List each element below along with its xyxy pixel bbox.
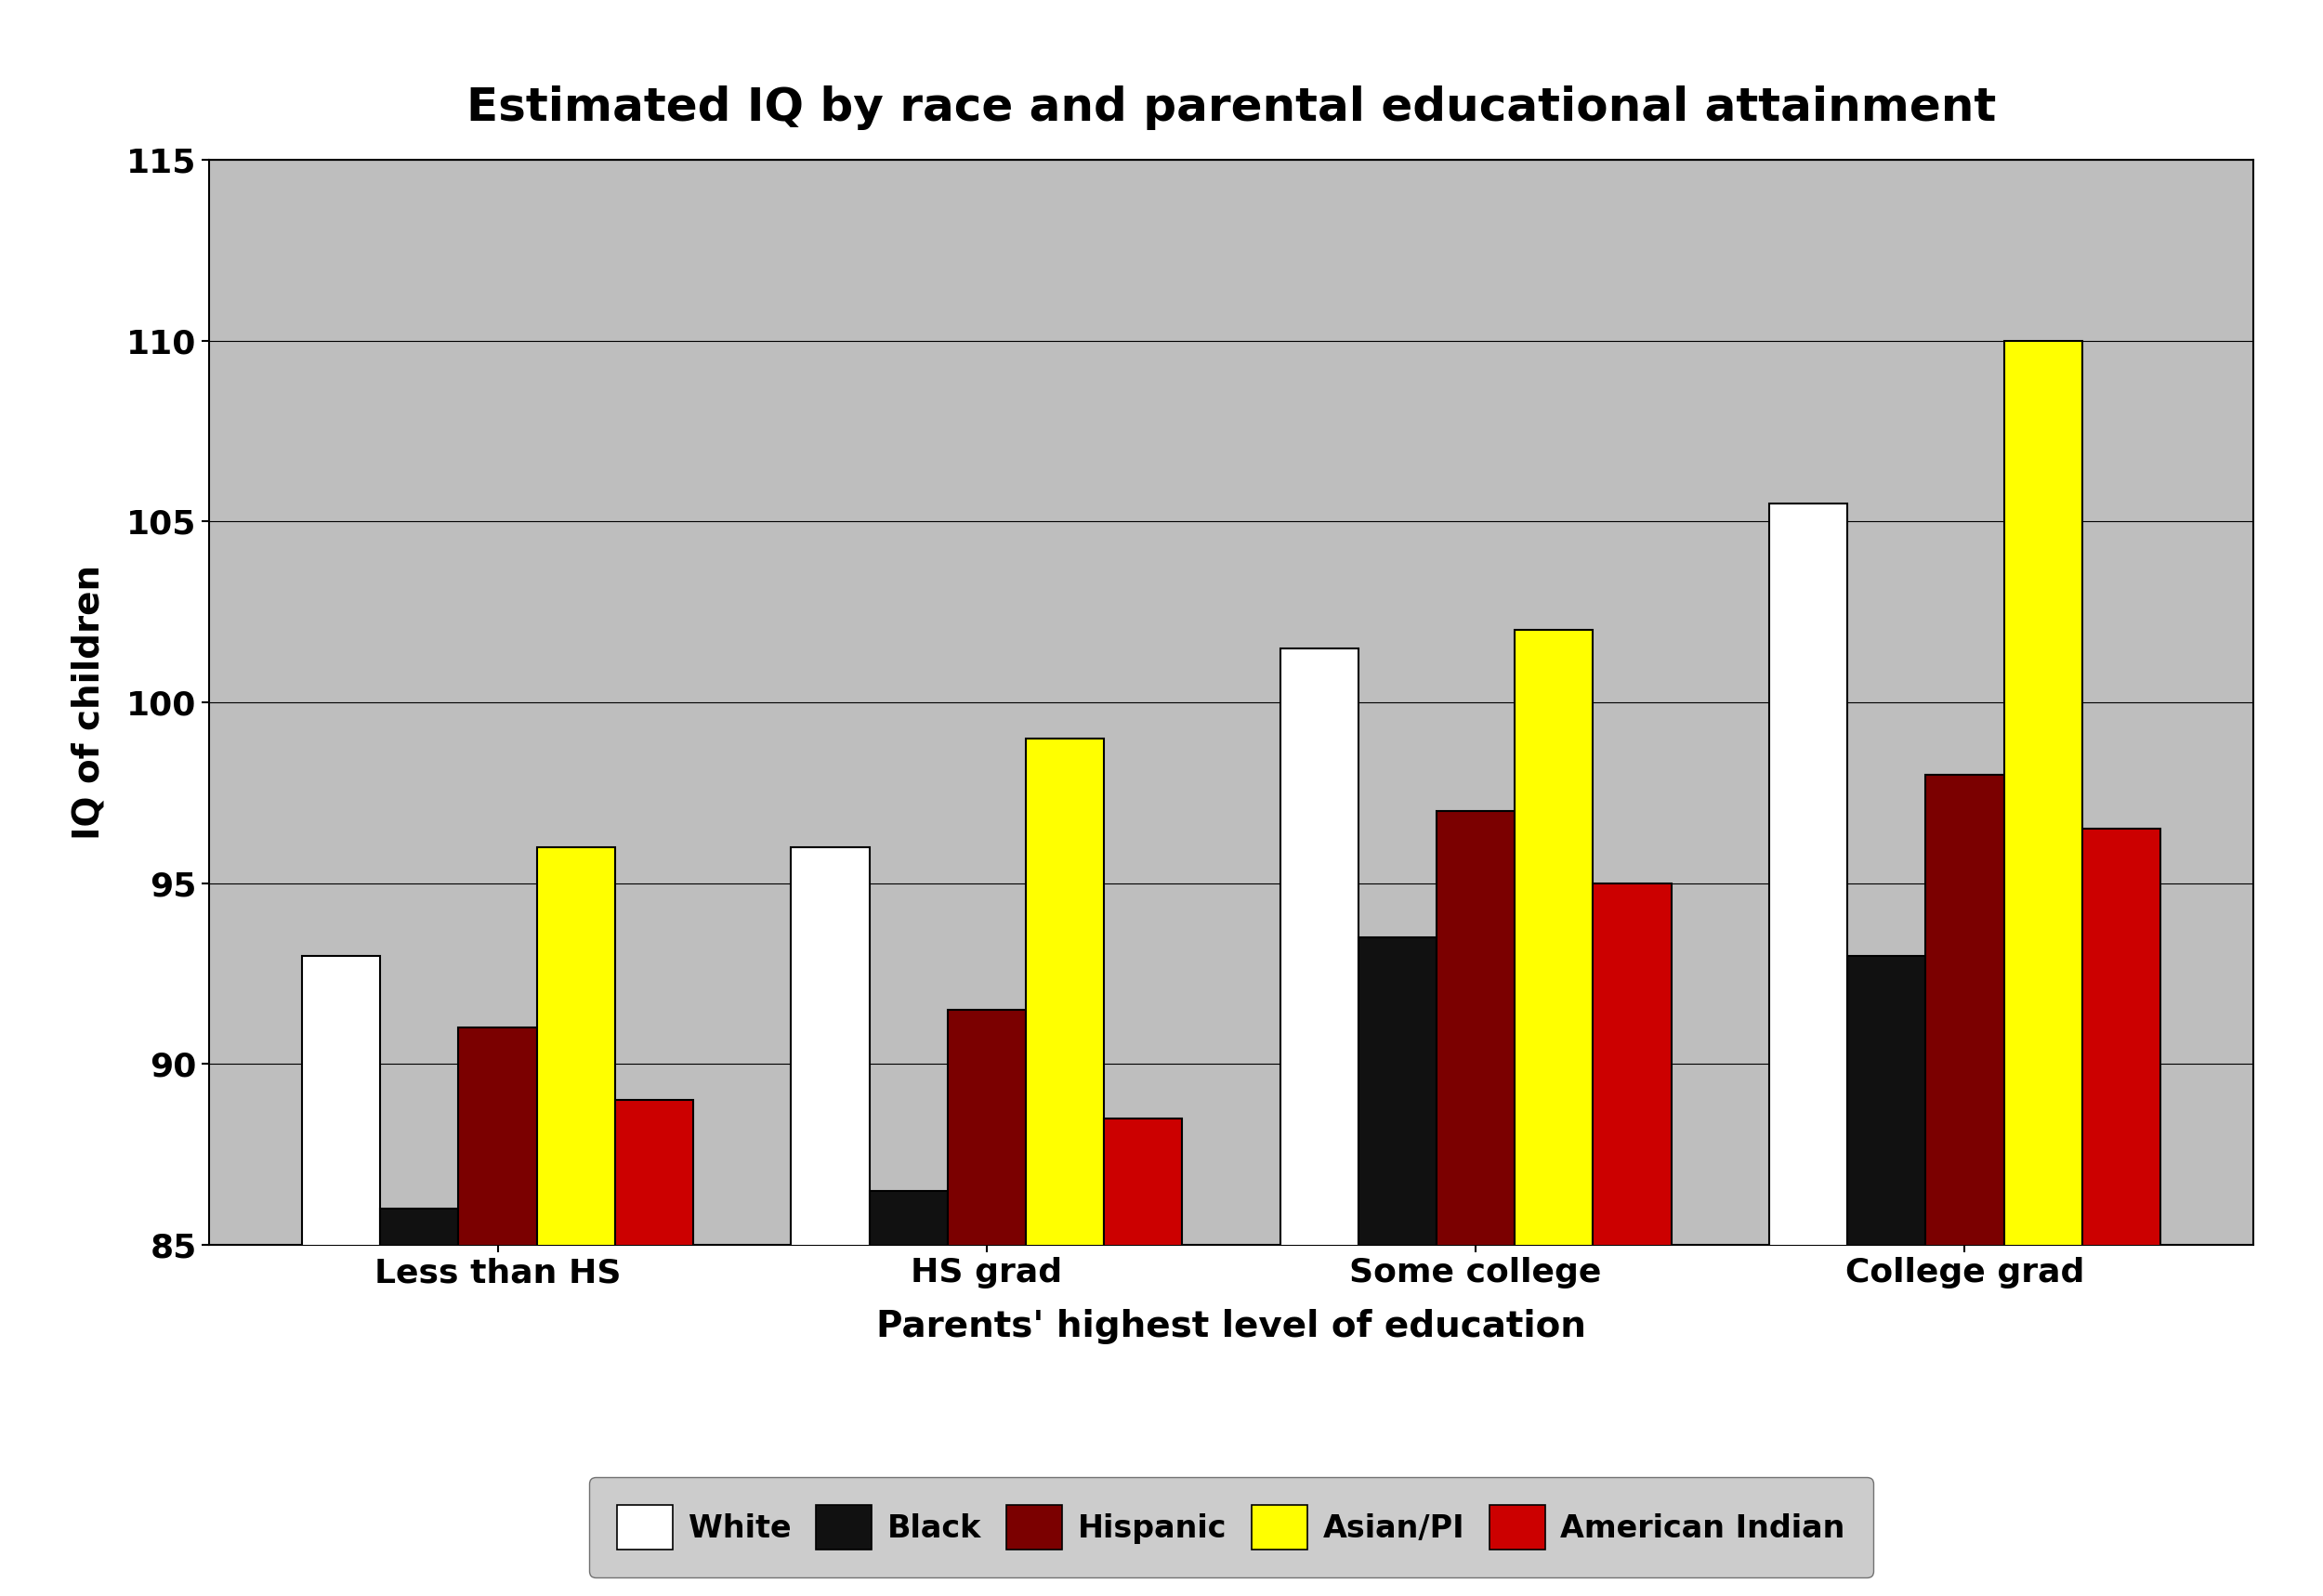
Y-axis label: IQ of children: IQ of children: [70, 565, 107, 839]
Bar: [948, 1010, 1027, 1596]
Title: Estimated IQ by race and parental educational attainment: Estimated IQ by race and parental educat…: [467, 86, 1995, 131]
Legend: White, Black, Hispanic, Asian/PI, American Indian: White, Black, Hispanic, Asian/PI, Americ…: [590, 1478, 1872, 1577]
Bar: [302, 956, 381, 1596]
X-axis label: Parents' highest level of education: Parents' highest level of education: [876, 1309, 1587, 1345]
Bar: [869, 1191, 948, 1596]
Bar: [1926, 774, 2005, 1596]
Bar: [2081, 828, 2160, 1596]
Bar: [1770, 503, 1847, 1596]
Bar: [1847, 956, 1926, 1596]
Bar: [1280, 648, 1359, 1596]
Bar: [616, 1100, 692, 1596]
Bar: [381, 1208, 458, 1596]
Bar: [1027, 739, 1103, 1596]
Bar: [2005, 340, 2081, 1596]
Bar: [792, 847, 869, 1596]
Bar: [1594, 883, 1670, 1596]
Bar: [1103, 1119, 1182, 1596]
Bar: [1436, 811, 1515, 1596]
Bar: [458, 1028, 537, 1596]
Bar: [1515, 630, 1594, 1596]
Bar: [537, 847, 616, 1596]
Bar: [1359, 937, 1436, 1596]
